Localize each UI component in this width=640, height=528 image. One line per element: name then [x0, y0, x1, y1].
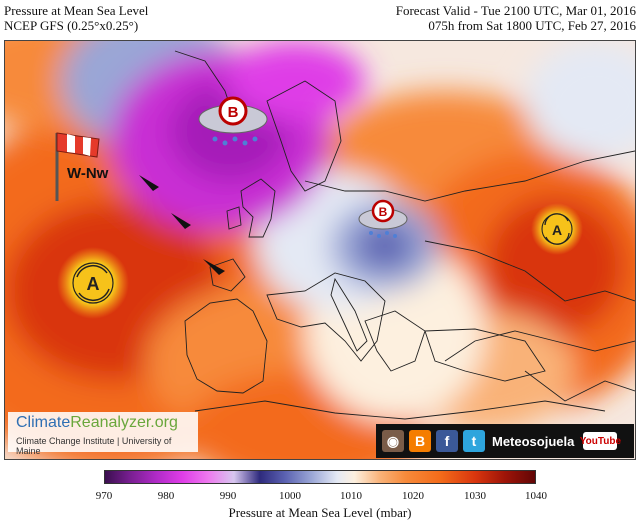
social-account-name: Meteosojuela — [492, 433, 575, 449]
youtube-icon[interactable]: YouTube — [580, 432, 621, 450]
colorbar-tick: 1040 — [525, 490, 547, 502]
low-scandinavia-label: B — [228, 104, 239, 121]
pressure-colorbar — [104, 470, 536, 484]
climate-reanalyzer-logo: ClimateReanalyzer.org — [16, 414, 178, 431]
high-atlantic-symbol: A — [57, 247, 129, 319]
wind-arrow-3 — [203, 259, 225, 275]
header-right: Forecast Valid - Tue 2100 UTC, Mar 01, 2… — [396, 3, 636, 33]
colorbar-tick: 970 — [95, 490, 113, 502]
colorbar-tick: 1000 — [279, 490, 301, 502]
colorbar-tick: 1020 — [402, 490, 424, 502]
blogger-icon[interactable]: B — [409, 430, 431, 452]
wind-arrow-1 — [139, 175, 159, 191]
twitter-icon[interactable]: t — [463, 430, 485, 452]
low-central-europe-symbol: B — [358, 199, 408, 238]
high-russia-label: A — [552, 222, 562, 238]
wind-arrow-2 — [171, 213, 191, 229]
colorbar-tick: 990 — [219, 490, 237, 502]
high-atlantic-label: A — [87, 274, 100, 294]
facebook-icon[interactable]: f — [436, 430, 458, 452]
colorbar-label: Pressure at Mean Sea Level (mbar) — [228, 505, 412, 520]
low-scandinavia-symbol: B — [198, 96, 268, 146]
map-title: Pressure at Mean Sea Level — [4, 3, 149, 18]
climate-reanalyzer-watermark: ClimateReanalyzer.org Climate Change Ins… — [8, 412, 198, 456]
colorbar-tick: 1030 — [464, 490, 486, 502]
instagram-icon[interactable]: ◉ — [382, 430, 404, 452]
low-central-label: B — [379, 205, 388, 219]
wind-direction-label: W-Nw — [67, 165, 109, 182]
watermark-subtitle: Climate Change Institute | University of… — [16, 436, 172, 456]
model-name: NCEP GFS (0.25°x0.25°) — [4, 18, 139, 33]
coastlines — [174, 50, 635, 420]
colorbar-tick: 980 — [157, 490, 175, 502]
pressure-field: A A B B — [5, 41, 635, 459]
high-russia-symbol: A — [531, 203, 583, 255]
windsock-icon — [55, 132, 100, 201]
social-banner: ◉ B f t Meteosojuela YouTube — [376, 424, 634, 458]
colorbar-tick: 1010 — [340, 490, 362, 502]
pressure-map: A A B B — [4, 40, 636, 460]
forecast-valid: Forecast Valid - Tue 2100 UTC, Mar 01, 2… — [395, 3, 636, 18]
forecast-run: 075h from Sat 1800 UTC, Feb 27, 2016 — [428, 18, 636, 33]
header-left: Pressure at Mean Sea Level NCEP GFS (0.2… — [4, 3, 148, 33]
wind-arrows — [139, 175, 225, 275]
